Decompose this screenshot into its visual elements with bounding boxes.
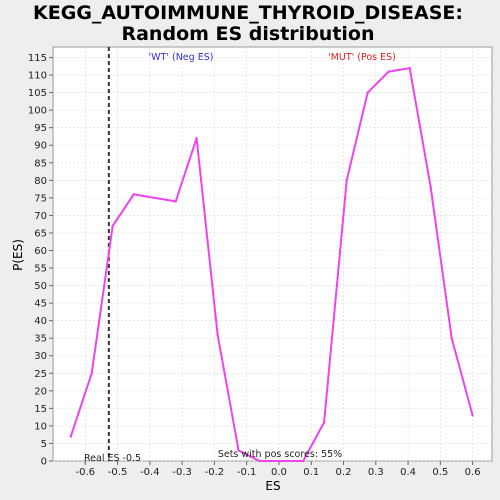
chart-title-line2: Random ES distribution bbox=[121, 23, 374, 45]
y-tick-label: 115 bbox=[28, 53, 47, 64]
x-tick-label: -0.5 bbox=[108, 467, 128, 478]
y-tick-label: 10 bbox=[34, 421, 47, 432]
x-tick-label: 0.5 bbox=[432, 467, 448, 478]
y-tick-label: 45 bbox=[34, 299, 47, 310]
pos-es-label: 'MUT' (Pos ES) bbox=[328, 52, 396, 63]
series-point bbox=[279, 459, 282, 463]
series-point bbox=[195, 137, 198, 140]
y-tick-label: 30 bbox=[34, 351, 47, 362]
series-point bbox=[345, 179, 348, 182]
series-point bbox=[174, 200, 177, 203]
y-tick-label: 60 bbox=[34, 246, 47, 257]
y-axis: 0 5 10 15 20 25 30 35 40 45 50 55 60 65 70 75 80 85 90 95 10… bbox=[28, 53, 53, 468]
neg-es-label: 'WT' (Neg ES) bbox=[149, 52, 214, 63]
series-point bbox=[471, 414, 474, 417]
x-tick-label: 0.4 bbox=[400, 467, 416, 478]
x-tick-label: -0.1 bbox=[237, 467, 257, 478]
series-point bbox=[366, 91, 369, 94]
series-point bbox=[322, 421, 326, 424]
x-tick-label: -0.4 bbox=[140, 467, 160, 478]
y-axis-label: P(ES) bbox=[11, 239, 25, 271]
y-tick-label: 75 bbox=[34, 193, 47, 204]
y-tick-label: 40 bbox=[34, 316, 47, 327]
series-point bbox=[408, 66, 411, 70]
y-tick-label: 85 bbox=[34, 158, 47, 169]
y-tick-label: 80 bbox=[34, 176, 47, 187]
series-point bbox=[90, 372, 93, 375]
y-tick-label: 35 bbox=[34, 334, 47, 345]
x-tick-label: 0.3 bbox=[368, 467, 384, 478]
x-tick-label: 0.0 bbox=[271, 467, 287, 478]
y-tick-label: 105 bbox=[28, 88, 47, 99]
real-es-label: Real ES -0.5 bbox=[84, 453, 141, 464]
y-tick-label: 65 bbox=[34, 228, 47, 239]
pos-scores-label: Sets with pos scores: 55% bbox=[218, 449, 342, 460]
y-tick-label: 15 bbox=[34, 404, 47, 415]
chart-title-line1: KEGG_AUTOIMMUNE_THYROID_DISEASE: bbox=[33, 2, 463, 24]
es-series-line bbox=[69, 66, 474, 462]
y-tick-label: 70 bbox=[34, 211, 47, 222]
x-tick-label: -0.6 bbox=[76, 467, 96, 478]
series-point bbox=[237, 449, 240, 452]
series-point bbox=[111, 224, 114, 228]
y-tick-label: 110 bbox=[28, 71, 47, 82]
plot-area bbox=[52, 46, 493, 462]
y-tick-label: 95 bbox=[34, 123, 47, 134]
x-tick-label: -0.2 bbox=[205, 467, 225, 478]
series-point bbox=[450, 337, 453, 340]
x-tick-label: 0.6 bbox=[465, 467, 481, 478]
series-point bbox=[429, 186, 432, 189]
series-points bbox=[69, 66, 474, 463]
x-tick-label: 0.1 bbox=[303, 467, 319, 478]
series-point bbox=[387, 70, 390, 73]
x-tick-label: -0.3 bbox=[172, 467, 192, 478]
x-tick-label: 0.2 bbox=[336, 467, 352, 478]
y-tick-label: 50 bbox=[34, 281, 47, 292]
y-tick-label: 55 bbox=[34, 264, 47, 275]
y-tick-label: 20 bbox=[34, 386, 47, 397]
y-tick-label: 5 bbox=[41, 439, 47, 450]
y-tick-label: 0 bbox=[41, 457, 47, 468]
series-point bbox=[258, 459, 261, 463]
y-tick-label: 25 bbox=[34, 369, 47, 380]
y-tick-label: 90 bbox=[34, 141, 47, 152]
x-axis: -0.6 -0.5 -0.4 -0.3 -0.2 -0.1 0.0 0.1 0.2 0.3 0.4 0… bbox=[76, 461, 481, 478]
y-tick-label: 100 bbox=[28, 106, 47, 117]
series-point bbox=[69, 435, 72, 438]
x-axis-label: ES bbox=[265, 479, 280, 493]
series-point bbox=[301, 459, 305, 463]
series-point bbox=[132, 193, 135, 196]
series-point bbox=[153, 196, 156, 200]
grid bbox=[53, 47, 492, 462]
series-point bbox=[216, 333, 219, 336]
